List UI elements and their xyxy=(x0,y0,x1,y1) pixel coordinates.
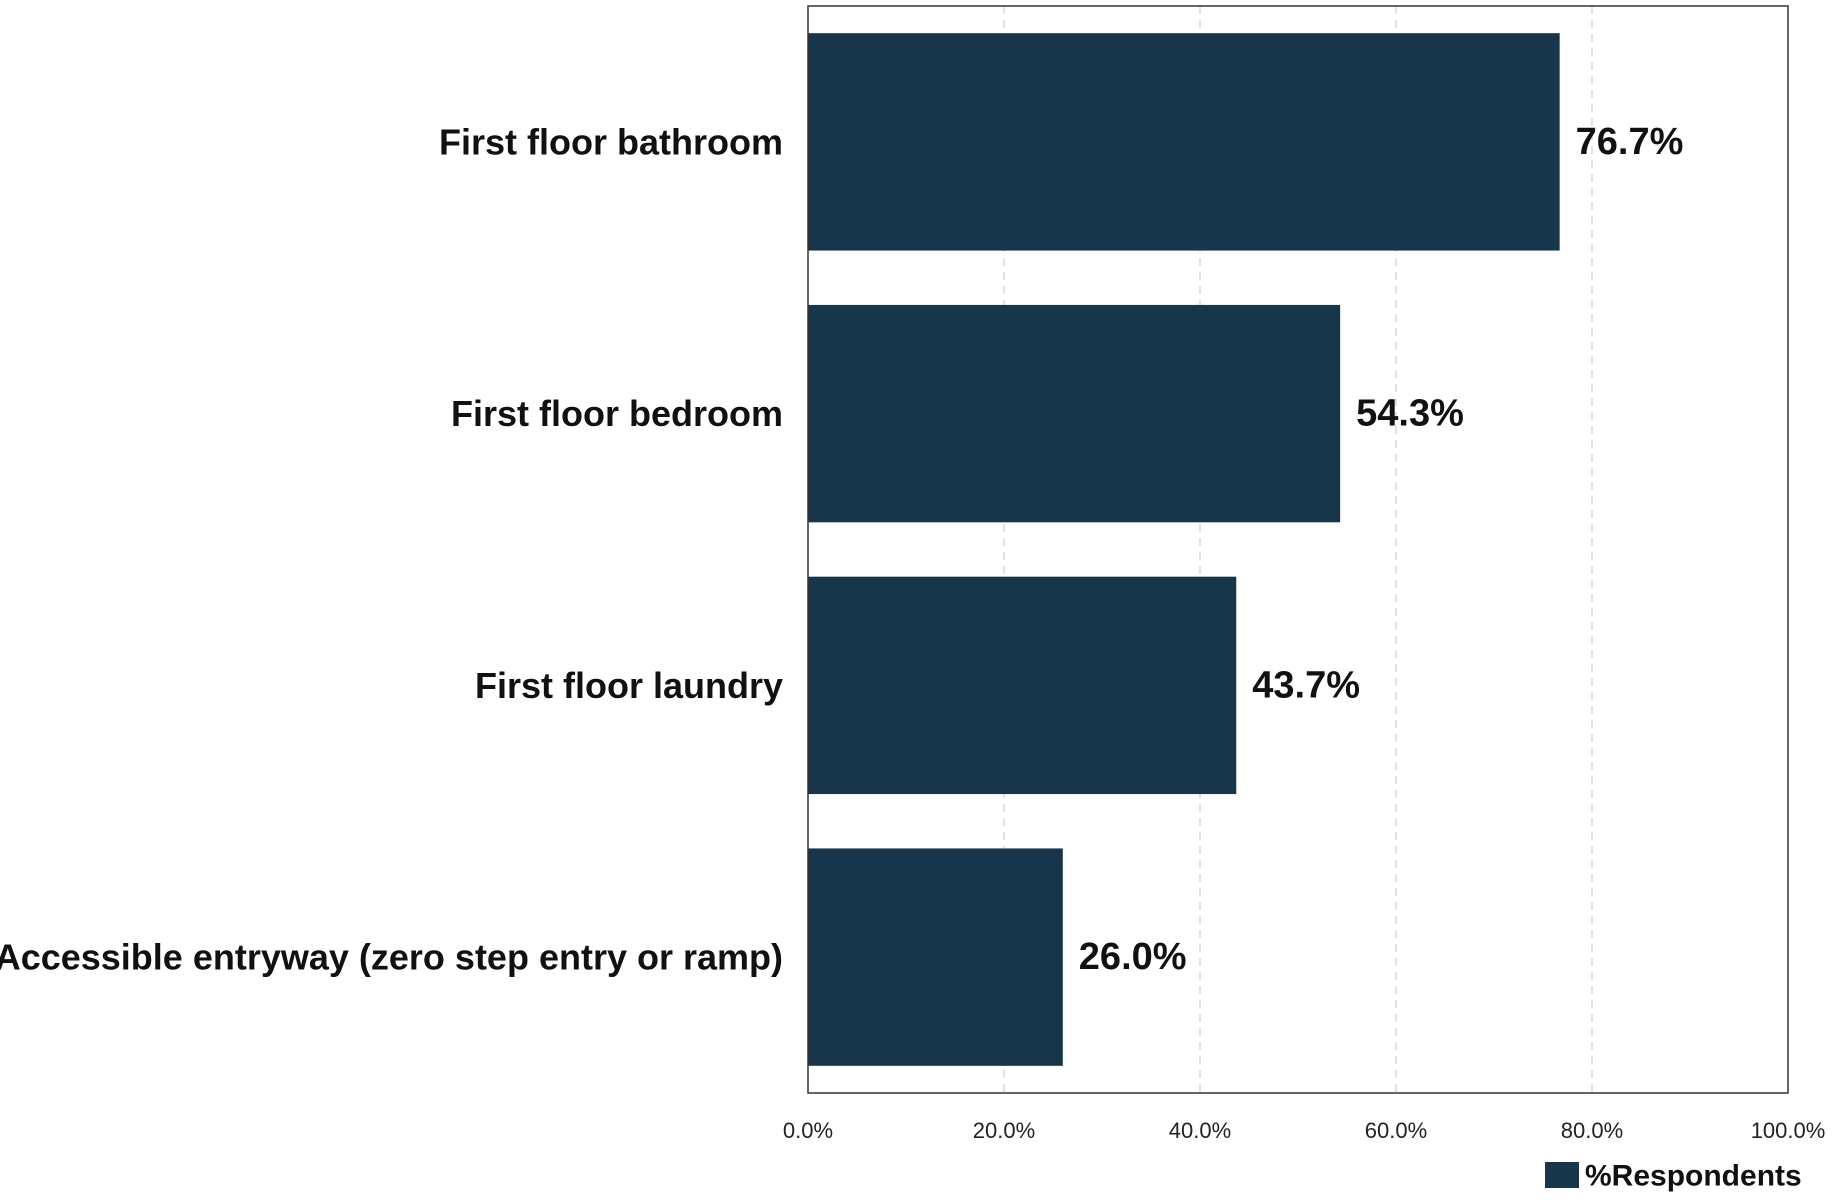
legend-label: %Respondents xyxy=(1585,1160,1802,1193)
category-label: First floor bathroom xyxy=(439,121,783,162)
category-label: First floor laundry xyxy=(475,665,783,706)
bars xyxy=(808,33,1560,1066)
labels: 0.0% 20.0% 40.0% 60.0% 80.0% 100.0% First floo… xyxy=(0,121,1825,1143)
x-tick-label: 60.0% xyxy=(1365,1118,1427,1143)
bar xyxy=(808,33,1560,251)
legend: %Respondents xyxy=(1545,1160,1802,1193)
legend-swatch xyxy=(1545,1162,1579,1188)
data-label: 26.0% xyxy=(1079,936,1187,978)
category-label: Accessible entryway (zero step entry or … xyxy=(0,937,783,978)
category-label: First floor bedroom xyxy=(451,393,783,434)
x-tick-label: 20.0% xyxy=(973,1118,1035,1143)
x-tick-label: 40.0% xyxy=(1169,1118,1231,1143)
data-label: 76.7% xyxy=(1576,121,1684,163)
x-tick-label: 100.0% xyxy=(1751,1118,1826,1143)
axes xyxy=(807,5,1789,1094)
data-label: 43.7% xyxy=(1252,664,1360,706)
data-label: 54.3% xyxy=(1356,393,1464,435)
x-tick-label: 0.0% xyxy=(783,1118,833,1143)
bar xyxy=(808,304,1341,523)
bar xyxy=(808,576,1237,795)
bar xyxy=(808,848,1063,1066)
plot-frame xyxy=(807,5,1789,1094)
x-tick-label: 80.0% xyxy=(1561,1118,1623,1143)
